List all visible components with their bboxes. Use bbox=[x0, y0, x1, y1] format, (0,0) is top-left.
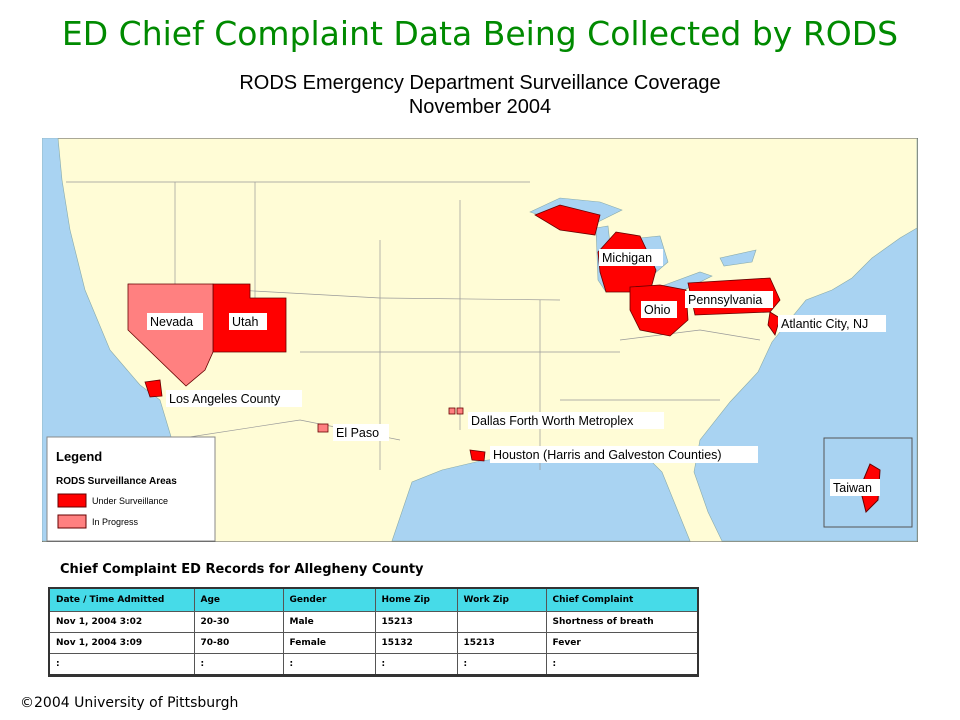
table-row: Nov 1, 2004 3:09 70-80 Female 15132 15213 Fev… bbox=[48, 632, 699, 654]
table-cell: : bbox=[282, 653, 376, 677]
map: Nevada Utah Los Angeles County El Paso D… bbox=[42, 138, 918, 542]
map-label: Dallas Forth Worth Metroplex bbox=[471, 414, 634, 428]
map-label: Atlantic City, NJ bbox=[781, 317, 868, 331]
map-labels: Nevada Utah Los Angeles County El Paso D… bbox=[147, 249, 886, 496]
table-cell: Nov 1, 2004 3:09 bbox=[48, 632, 195, 654]
header-cell: Home Zip bbox=[374, 587, 458, 612]
header-cell: Chief Complaint bbox=[545, 587, 699, 612]
table-row: :::::: bbox=[48, 653, 699, 677]
table-cell: : bbox=[374, 653, 458, 677]
table-cell: Female bbox=[282, 632, 376, 654]
table-cell: : bbox=[545, 653, 699, 677]
table-cell: : bbox=[456, 653, 547, 677]
footer: ©2004 University of Pittsburgh bbox=[20, 695, 239, 711]
header-cell: Age bbox=[193, 587, 284, 612]
header-cell: Date / Time Admitted bbox=[48, 587, 195, 612]
table-cell: Male bbox=[282, 611, 376, 633]
legend-item: Under Surveillance bbox=[92, 496, 168, 506]
map-label: Los Angeles County bbox=[169, 392, 281, 406]
table-cell: 15132 bbox=[374, 632, 458, 654]
table-cell: 70-80 bbox=[193, 632, 284, 654]
map-label: El Paso bbox=[336, 426, 379, 440]
map-label: Utah bbox=[232, 315, 258, 329]
table-cell: Nov 1, 2004 3:02 bbox=[48, 611, 195, 633]
map-title: RODS Emergency Department Surveillance C… bbox=[239, 72, 721, 94]
map-subtitle: November 2004 bbox=[408, 96, 552, 118]
table-row: Nov 1, 2004 3:02 20-30 Male 15213 Shortness … bbox=[48, 611, 699, 633]
table-cell: 15213 bbox=[374, 611, 458, 633]
records-table: Date / Time Admitted Age Gender Home Zip Wor… bbox=[48, 587, 699, 677]
map-label: Taiwan bbox=[833, 481, 872, 495]
legend-subtitle: RODS Surveillance Areas bbox=[56, 476, 177, 487]
table-cell bbox=[456, 611, 547, 633]
legend: Legend RODS Surveillance Areas Under Sur… bbox=[46, 436, 216, 542]
map-label: Michigan bbox=[602, 251, 652, 265]
legend-title: Legend bbox=[56, 449, 102, 464]
table-cell: Shortness of breath bbox=[545, 611, 699, 633]
header-cell: Gender bbox=[282, 587, 376, 612]
table-cell: 15213 bbox=[456, 632, 547, 654]
table-caption: Chief Complaint ED Records for Allegheny… bbox=[60, 562, 424, 577]
table-cell: 20-30 bbox=[193, 611, 284, 633]
map-label: Ohio bbox=[644, 303, 670, 317]
map-label: Pennsylvania bbox=[688, 293, 762, 307]
map-label: Nevada bbox=[150, 315, 193, 329]
header-cell: Work Zip bbox=[456, 587, 547, 612]
slide-title: ED Chief Complaint Data Being Collected … bbox=[61, 14, 899, 53]
table-cell: : bbox=[48, 653, 195, 677]
legend-item: In Progress bbox=[92, 517, 139, 527]
table-cell: Fever bbox=[545, 632, 699, 654]
table-cell: : bbox=[193, 653, 284, 677]
map-label: Houston (Harris and Galveston Counties) bbox=[493, 448, 722, 462]
